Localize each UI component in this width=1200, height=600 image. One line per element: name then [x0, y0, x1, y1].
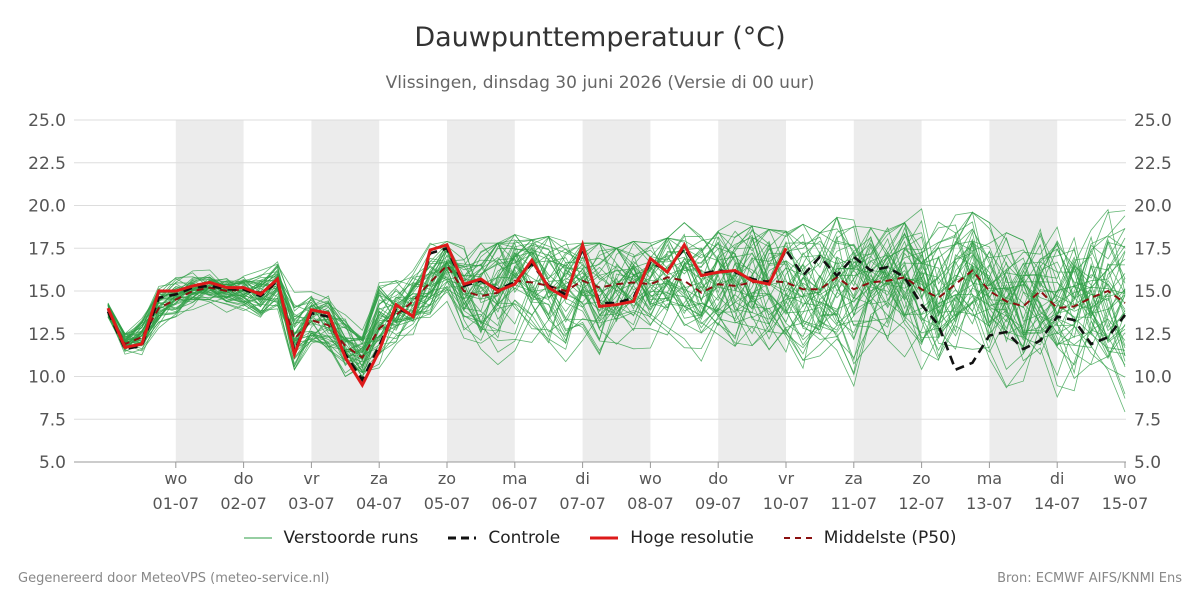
- ensemble-member-line: [107, 211, 1126, 366]
- ensemble-member-line: [107, 232, 1126, 361]
- ensemble-member-line: [107, 221, 1126, 372]
- x-tick-day: zo: [438, 469, 456, 488]
- y-tick-label-left: 7.5: [39, 410, 66, 430]
- legend-median[interactable]: Middelste (P50): [783, 528, 957, 548]
- x-tick-day: vr: [778, 469, 794, 488]
- x-tick-day: vr: [303, 469, 319, 488]
- x-tick-day: ma: [977, 469, 1002, 488]
- x-tick-day: ma: [502, 469, 527, 488]
- chart-subtitle: Vlissingen, dinsdag 30 juni 2026 (Versie…: [385, 73, 815, 93]
- y-tick-label-left: 10.0: [28, 368, 66, 388]
- x-tick-day: di: [1050, 469, 1065, 488]
- legend-control[interactable]: Controle: [448, 528, 560, 548]
- y-tick-label-left: 15.0: [28, 282, 66, 302]
- y-tick-label-left: 12.5: [28, 325, 66, 345]
- legend-hires-swatch: [590, 536, 619, 540]
- x-tick-day: wo: [1114, 469, 1137, 488]
- y-tick-label-left: 20.0: [28, 197, 66, 217]
- x-tick-date: 14-07: [1034, 494, 1081, 513]
- x-tick-day: zo: [913, 469, 931, 488]
- footer-generator: Gegenereerd door MeteoVPS (meteo-service…: [18, 571, 330, 586]
- ensemble-member-line: [107, 240, 1126, 371]
- y-tick-label-left: 25.0: [28, 111, 66, 131]
- x-tick-date: 05-07: [424, 494, 471, 513]
- x-tick-day: wo: [639, 469, 662, 488]
- y-tick-label-left: 5.0: [39, 453, 66, 473]
- x-tick-date: 08-07: [627, 494, 674, 513]
- hires-line: [106, 239, 788, 389]
- x-tick-date: 06-07: [492, 494, 539, 513]
- y-tick-label-left: 22.5: [28, 154, 66, 174]
- legend-ensemble-label: Verstoorde runs: [283, 528, 419, 548]
- footer-source: Bron: ECMWF AIFS/KNMI Ens: [997, 571, 1182, 586]
- ensemble-member-line: [107, 228, 1126, 358]
- y-tick-label-left: 17.5: [28, 239, 66, 259]
- x-tick-date: 13-07: [966, 494, 1013, 513]
- x-tick-date: 02-07: [220, 494, 267, 513]
- y-tick-label-right: 25.0: [1134, 111, 1172, 131]
- x-tick-date: 12-07: [898, 494, 945, 513]
- median-line: [107, 263, 1126, 360]
- legend-hires[interactable]: Hoge resolutie: [590, 528, 754, 548]
- legend-median-swatch: [783, 537, 812, 539]
- ensemble-member-line: [107, 233, 1126, 368]
- legend-hires-label: Hoge resolutie: [630, 528, 754, 548]
- legend-ensemble[interactable]: Verstoorde runs: [243, 528, 419, 548]
- x-tick-date: 04-07: [356, 494, 403, 513]
- chart-title: Dauwpunttemperatuur (°C): [414, 22, 786, 53]
- x-tick-day: za: [845, 469, 863, 488]
- x-tick-day: wo: [164, 469, 187, 488]
- axes: 5.0 5.0 7.5 7.5 10.0 10.0 12.5 12.5 15.0 15.0 17.5…: [28, 111, 1172, 513]
- legend: Verstoorde runs Controle Hoge resolutie …: [0, 528, 1200, 548]
- legend-median-label: Middelste (P50): [823, 528, 957, 548]
- x-tick-day: do: [708, 469, 728, 488]
- y-tick-label-right: 20.0: [1134, 197, 1172, 217]
- y-tick-label-right: 15.0: [1134, 282, 1172, 302]
- main-lines: [106, 239, 1127, 389]
- y-tick-label-right: 17.5: [1134, 239, 1172, 259]
- y-tick-label-right: 10.0: [1134, 368, 1172, 388]
- y-tick-label-right: 7.5: [1134, 410, 1161, 430]
- x-tick-date: 09-07: [695, 494, 742, 513]
- ensemble-member-line: [107, 216, 1126, 356]
- x-tick-date: 11-07: [831, 494, 878, 513]
- legend-control-swatch: [448, 536, 477, 540]
- ensemble-member-line: [107, 239, 1126, 366]
- legend-ensemble-swatch: [243, 537, 272, 539]
- x-tick-day: za: [370, 469, 388, 488]
- legend-control-label: Controle: [488, 528, 561, 548]
- x-tick-date: 15-07: [1102, 494, 1149, 513]
- x-tick-day: do: [234, 469, 254, 488]
- ensemble-member-line: [107, 222, 1126, 371]
- x-tick-date: 07-07: [559, 494, 606, 513]
- x-tick-day: di: [575, 469, 590, 488]
- ensemble-member-line: [107, 221, 1126, 358]
- x-tick-date: 03-07: [288, 494, 335, 513]
- ensemble-member-line: [107, 240, 1126, 367]
- y-tick-label-right: 22.5: [1134, 154, 1172, 174]
- x-tick-date: 01-07: [153, 494, 200, 513]
- y-tick-label-right: 5.0: [1134, 453, 1161, 473]
- y-tick-label-right: 12.5: [1134, 325, 1172, 345]
- x-tick-date: 10-07: [763, 494, 810, 513]
